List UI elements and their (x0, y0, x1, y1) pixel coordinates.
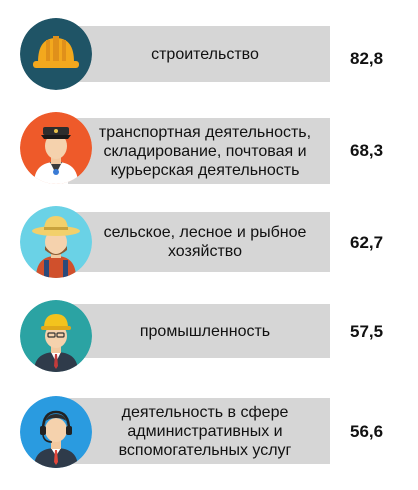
category-value: 68,3 (350, 141, 384, 160)
category-label: промышленность (68, 304, 330, 358)
engineer-icon (20, 300, 92, 372)
category-label: строительство (68, 26, 330, 82)
category-value: 56,6 (350, 422, 384, 441)
support-operator-icon (20, 396, 92, 468)
category-label: сельское, лесное и рыбное хозяйство (68, 212, 330, 272)
category-label: деятельность в сфере административных и … (68, 398, 330, 464)
hard-hat-icon (20, 18, 92, 90)
farmer-icon (20, 206, 92, 278)
courier-worker-icon (20, 112, 92, 184)
category-value: 62,7 (350, 233, 384, 252)
category-value: 57,5 (350, 322, 384, 341)
category-label: транспортная деятельность, складирование… (68, 118, 330, 184)
category-value: 82,8 (350, 49, 384, 68)
